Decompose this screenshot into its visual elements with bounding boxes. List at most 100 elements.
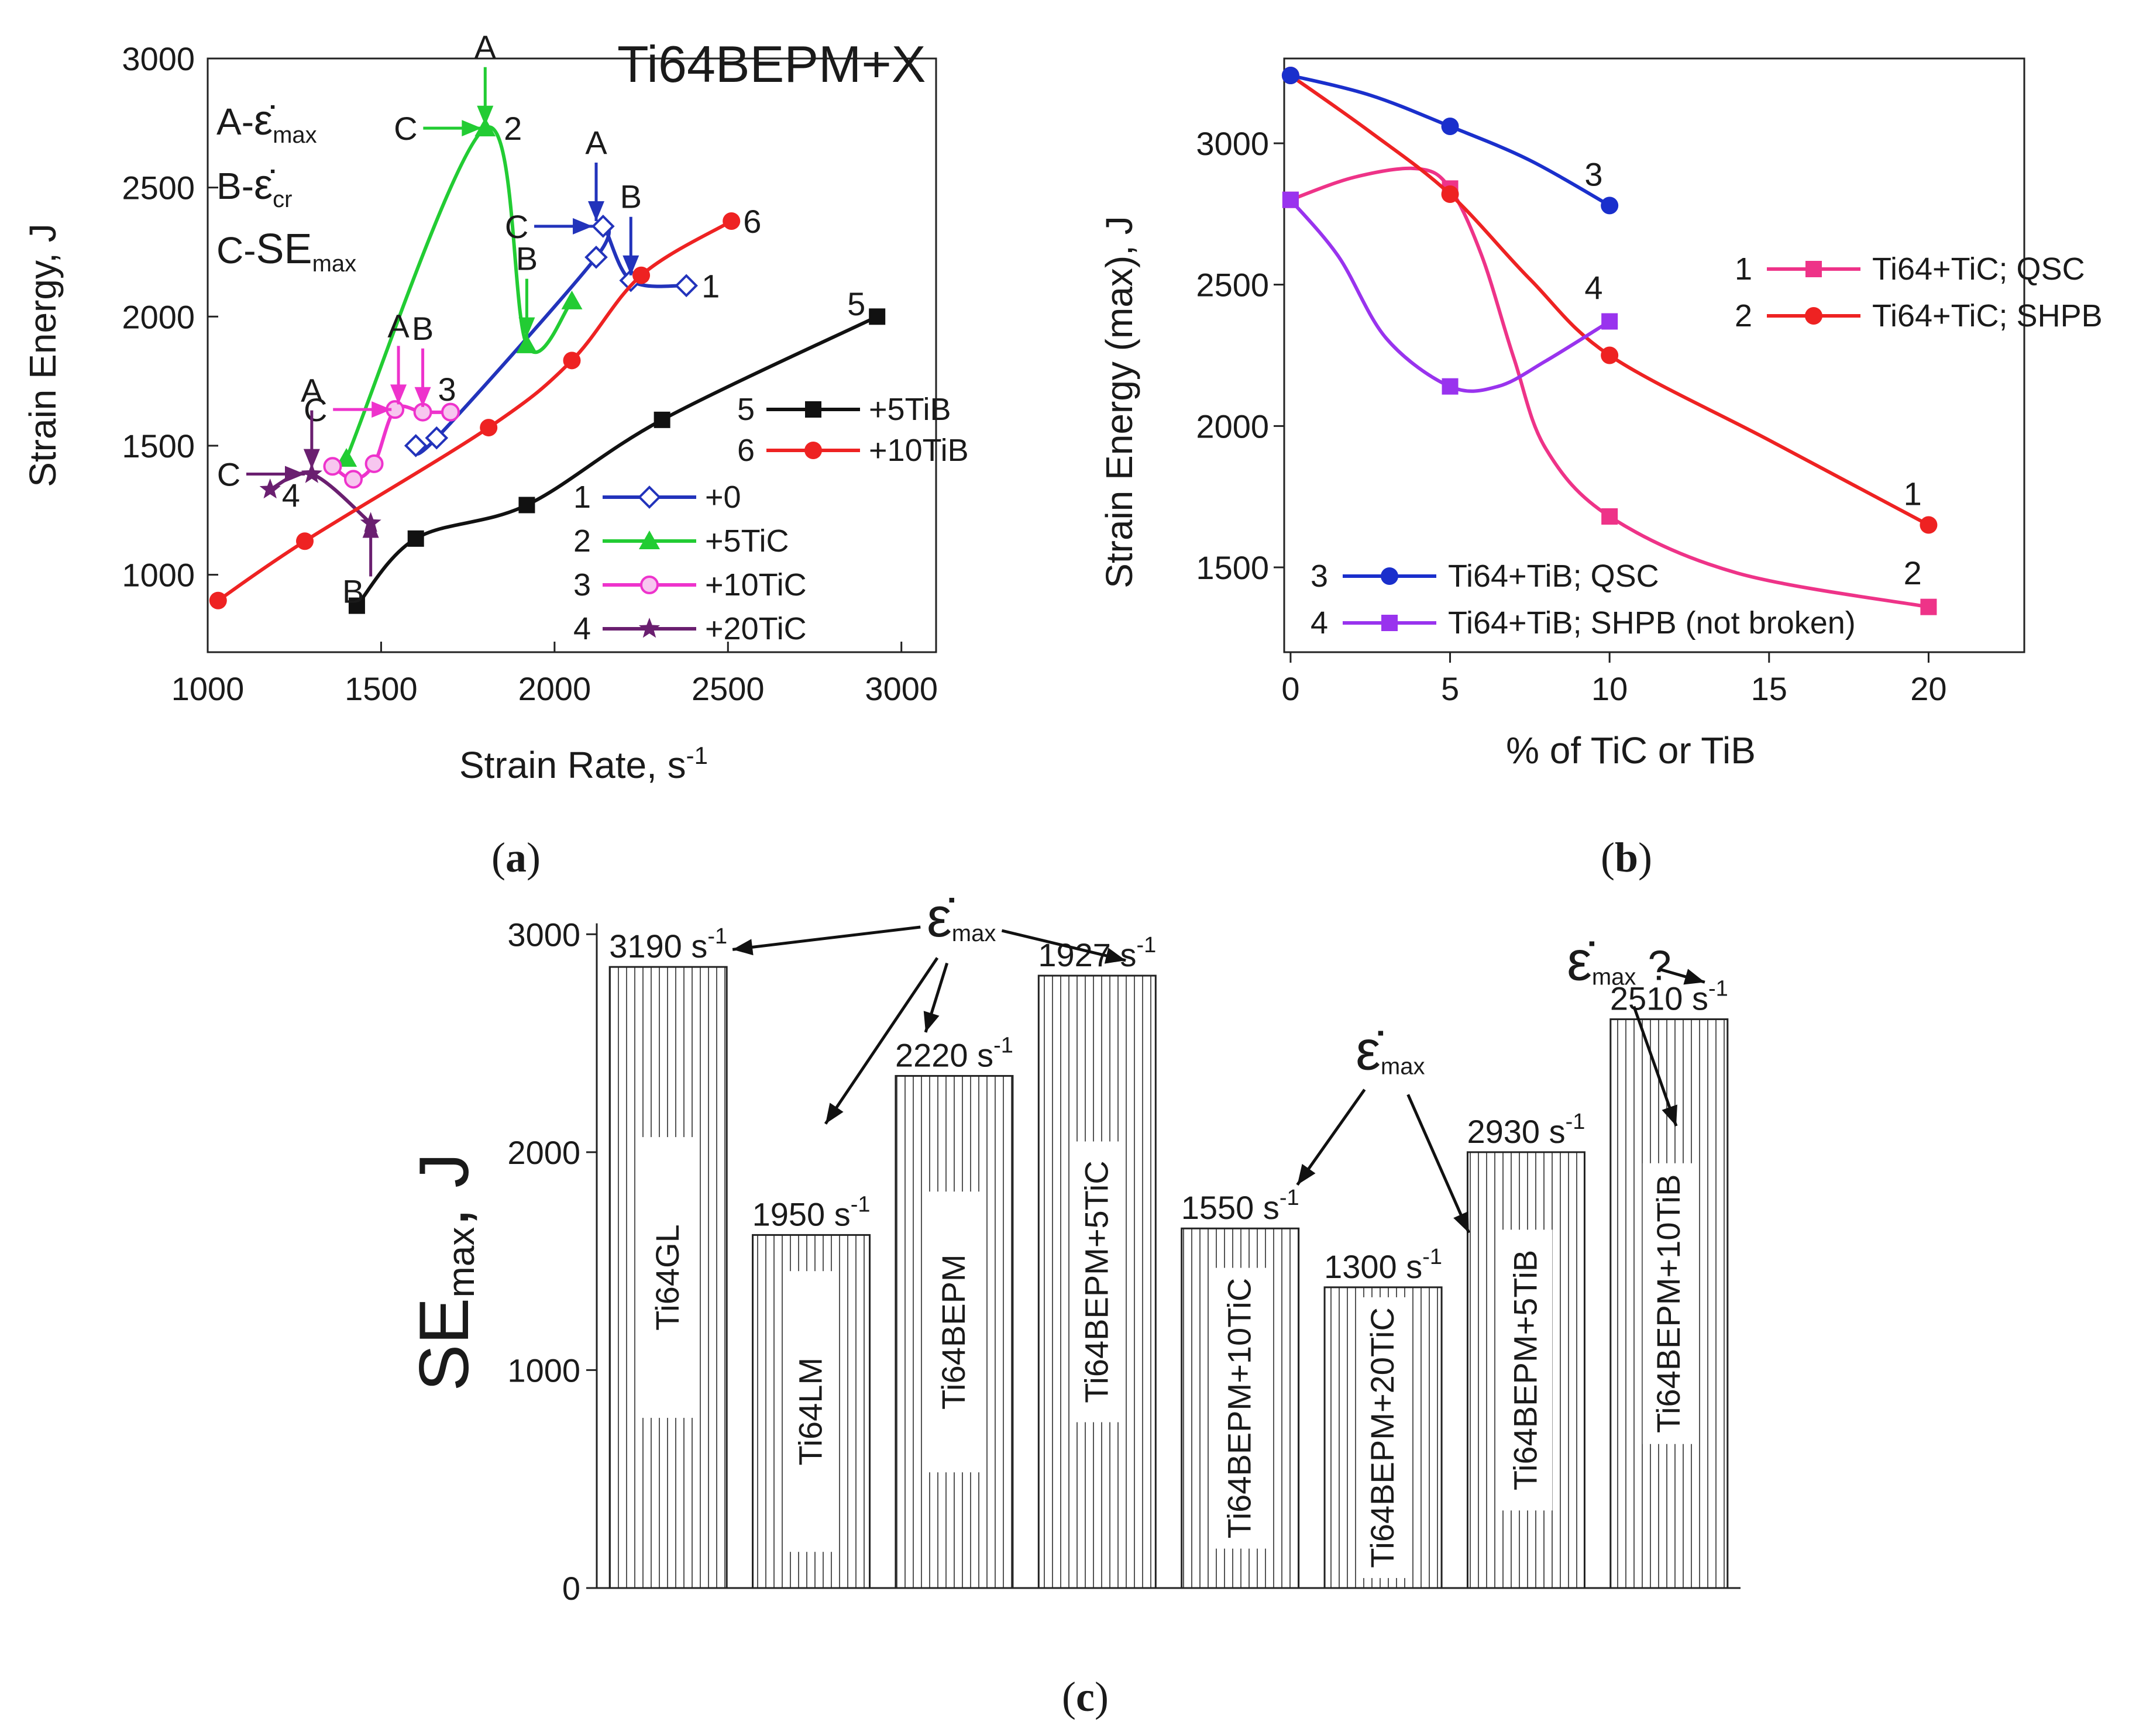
panel-a-x-tick-label: 2500 xyxy=(692,670,765,707)
panel-a-series-3-point xyxy=(364,454,384,473)
panel-b-legend-number: 2 xyxy=(1735,298,1752,333)
panel-c-bar-label: Ti64BEPM+10TiB xyxy=(1650,1174,1687,1433)
panel-a-caption-close: ) xyxy=(527,834,541,881)
panel-b-series-2-point xyxy=(1601,346,1619,364)
panel-a-key-line: A-ε̇max xyxy=(216,97,317,148)
panel-b-y-tick-label: 3000 xyxy=(1196,125,1269,162)
panel-b-x-tick-label: 0 xyxy=(1281,670,1299,707)
panel-b-legend-label: Ti64+TiC; QSC xyxy=(1872,252,2085,287)
panel-a-key-symbol: ε̇ xyxy=(254,97,275,144)
panel-b-series-1-label: 2 xyxy=(1904,554,1922,591)
panel-a-key: A-ε̇max B-ε̇cr C-SEmax xyxy=(216,97,356,277)
panel-a-series-4-label: 4 xyxy=(282,477,300,514)
panel-a-legend-number: 6 xyxy=(737,433,755,468)
panel-a-key-sub: max xyxy=(273,122,317,148)
panel-a-legend-label: +0 xyxy=(705,480,741,515)
panel-a-key-sub: max xyxy=(312,251,357,277)
panel-b-caption-close: ) xyxy=(1638,834,1652,881)
panel-b-legend-label: Ti64+TiB; SHPB (not broken) xyxy=(1448,605,1856,640)
panel-a-annotation-letter: B xyxy=(412,310,434,347)
panel-c-callout-arrow-shaft xyxy=(1632,1005,1678,1127)
panel-c-bar-rate: 1300 s-1 xyxy=(1324,1245,1442,1285)
panel-b-series-3-label: 3 xyxy=(1584,156,1602,193)
panel-c-bar-rate-sup: -1 xyxy=(993,1033,1013,1058)
panel-a-annotation-arrow-head xyxy=(303,449,320,469)
panel-a-series-5-label: 5 xyxy=(847,285,865,322)
panel-c-y-axis-label-main: SE xyxy=(405,1298,483,1391)
panel-b-legend-number: 3 xyxy=(1311,559,1328,594)
panel-a-series-2-label: 2 xyxy=(504,110,522,147)
panel-c-bar-label: Ti64GL xyxy=(649,1224,686,1331)
panel-a-y-tick-label: 1000 xyxy=(122,557,195,594)
panel-c-callout-arrow-head xyxy=(1683,969,1705,985)
panel-c-bar-rate: 2220 s-1 xyxy=(895,1033,1013,1073)
panel-a-chart: 1000 1500 2000 2500 3000 1000 1500 2000 2500 3000… xyxy=(22,29,969,881)
panel-c-bar-rate-sup: -1 xyxy=(1136,933,1156,957)
panel-a-annotation-arrow-head xyxy=(588,201,604,222)
panel-b-series: 2 1 3 4 xyxy=(1281,67,1938,615)
panel-c-chart: 0 1000 2000 3000 Ti64GL 3190 s-1 Ti64LM 1950 s… xyxy=(405,886,1741,1720)
panel-b-legend-swatch-marker xyxy=(1805,261,1822,277)
panel-c-bar xyxy=(1466,1151,1585,1589)
panel-b-series-2-line xyxy=(1289,74,1929,527)
panel-b-series-4-line xyxy=(1289,198,1611,393)
panel-b-y-axis-label: Strain Energy (max), J xyxy=(1098,216,1140,588)
panel-a-series-6-point xyxy=(563,352,581,370)
panel-c-bar-rate-sup: -1 xyxy=(851,1192,871,1217)
panel-b-y-tick-label: 2000 xyxy=(1196,408,1269,445)
panel-b-legend-swatch-marker xyxy=(1381,567,1398,585)
panel-b-series-4-point xyxy=(1601,313,1618,330)
panel-c-caption-letter: c xyxy=(1076,1673,1095,1720)
panel-c-bar-label-bg xyxy=(1642,1163,1695,1444)
panel-c-caption: (c) xyxy=(1062,1673,1109,1720)
panel-c-callout-arrow-head xyxy=(1453,1211,1469,1233)
panel-b-series-2-point xyxy=(1441,185,1459,203)
panel-a-x-axis-label-sup: -1 xyxy=(686,742,708,769)
panel-c-caption-close: ) xyxy=(1095,1673,1109,1720)
panel-b-series-1-point xyxy=(1601,508,1618,525)
panel-c-y-axis-label-sub: max xyxy=(440,1227,482,1298)
panel-b-y-tick-label: 1500 xyxy=(1196,549,1269,586)
panel-a-annotation-arrow-head xyxy=(285,466,305,483)
panel-a-legend-number: 5 xyxy=(737,392,755,427)
panel-a-series-5-point xyxy=(518,497,535,514)
panel-a-series-1-point xyxy=(591,215,615,238)
panel-b-ticks: 0 5 10 15 20 1500 2000 2500 3000 xyxy=(1196,125,1946,707)
panel-c-callout-symbol: ε̇max xyxy=(1356,1019,1425,1081)
panel-a-legend-swatch-marker xyxy=(638,618,661,638)
panel-c-callout-sub: max xyxy=(1592,965,1636,990)
panel-a-series-5-point xyxy=(348,597,365,614)
panel-a-series-1-point xyxy=(425,426,449,450)
panel-a-x-tick-label: 3000 xyxy=(865,670,938,707)
panel-a-legend-label: +20TiC xyxy=(705,611,807,646)
panel-c-callout-arrow-head xyxy=(1662,1104,1677,1127)
panel-a-series-6-point xyxy=(723,212,741,230)
panel-a-y-tick-label: 3000 xyxy=(122,40,195,77)
panel-a-annotation-letter: C xyxy=(217,456,240,493)
panel-b-series-4-point xyxy=(1442,378,1459,395)
panel-c-y-tick-label: 3000 xyxy=(507,916,580,953)
panel-a-y-tick-label: 1500 xyxy=(122,428,195,464)
panel-b-legend-swatch-marker xyxy=(1381,615,1398,631)
panel-c-callout-arrow-head xyxy=(1297,1163,1316,1185)
panel-a-series-6-point xyxy=(480,419,498,437)
panel-a-series-5-line xyxy=(355,315,878,607)
panel-a-annotation-arrow-head xyxy=(414,387,431,407)
panel-a-series-1-point xyxy=(584,245,608,269)
panel-c-callout-symbol: ε̇max xyxy=(927,886,996,949)
panel-c-callout-arrow-head xyxy=(923,1011,940,1032)
panel-a-title: Ti64BEPM+X xyxy=(617,35,926,93)
panel-b-x-tick-label: 15 xyxy=(1751,670,1787,707)
panel-b-caption-letter: b xyxy=(1615,834,1638,881)
panel-a-series-3-point xyxy=(441,402,460,422)
panel-a-annotation-arrow-head xyxy=(622,255,639,275)
panel-c-bar-rate-sup: -1 xyxy=(1566,1110,1585,1134)
panel-a-series-1-point xyxy=(675,274,698,298)
panel-b-x-axis-label: % of TiC or TiB xyxy=(1506,729,1756,771)
panel-a-legend-swatch-marker xyxy=(805,401,821,418)
panel-a-legend-label: +10TiB xyxy=(869,433,969,468)
panel-c-callout-sub: max xyxy=(952,921,996,946)
panel-b-legend-number: 4 xyxy=(1311,605,1328,640)
panel-c-callout-symbol: ε̇max ? xyxy=(1567,930,1671,993)
